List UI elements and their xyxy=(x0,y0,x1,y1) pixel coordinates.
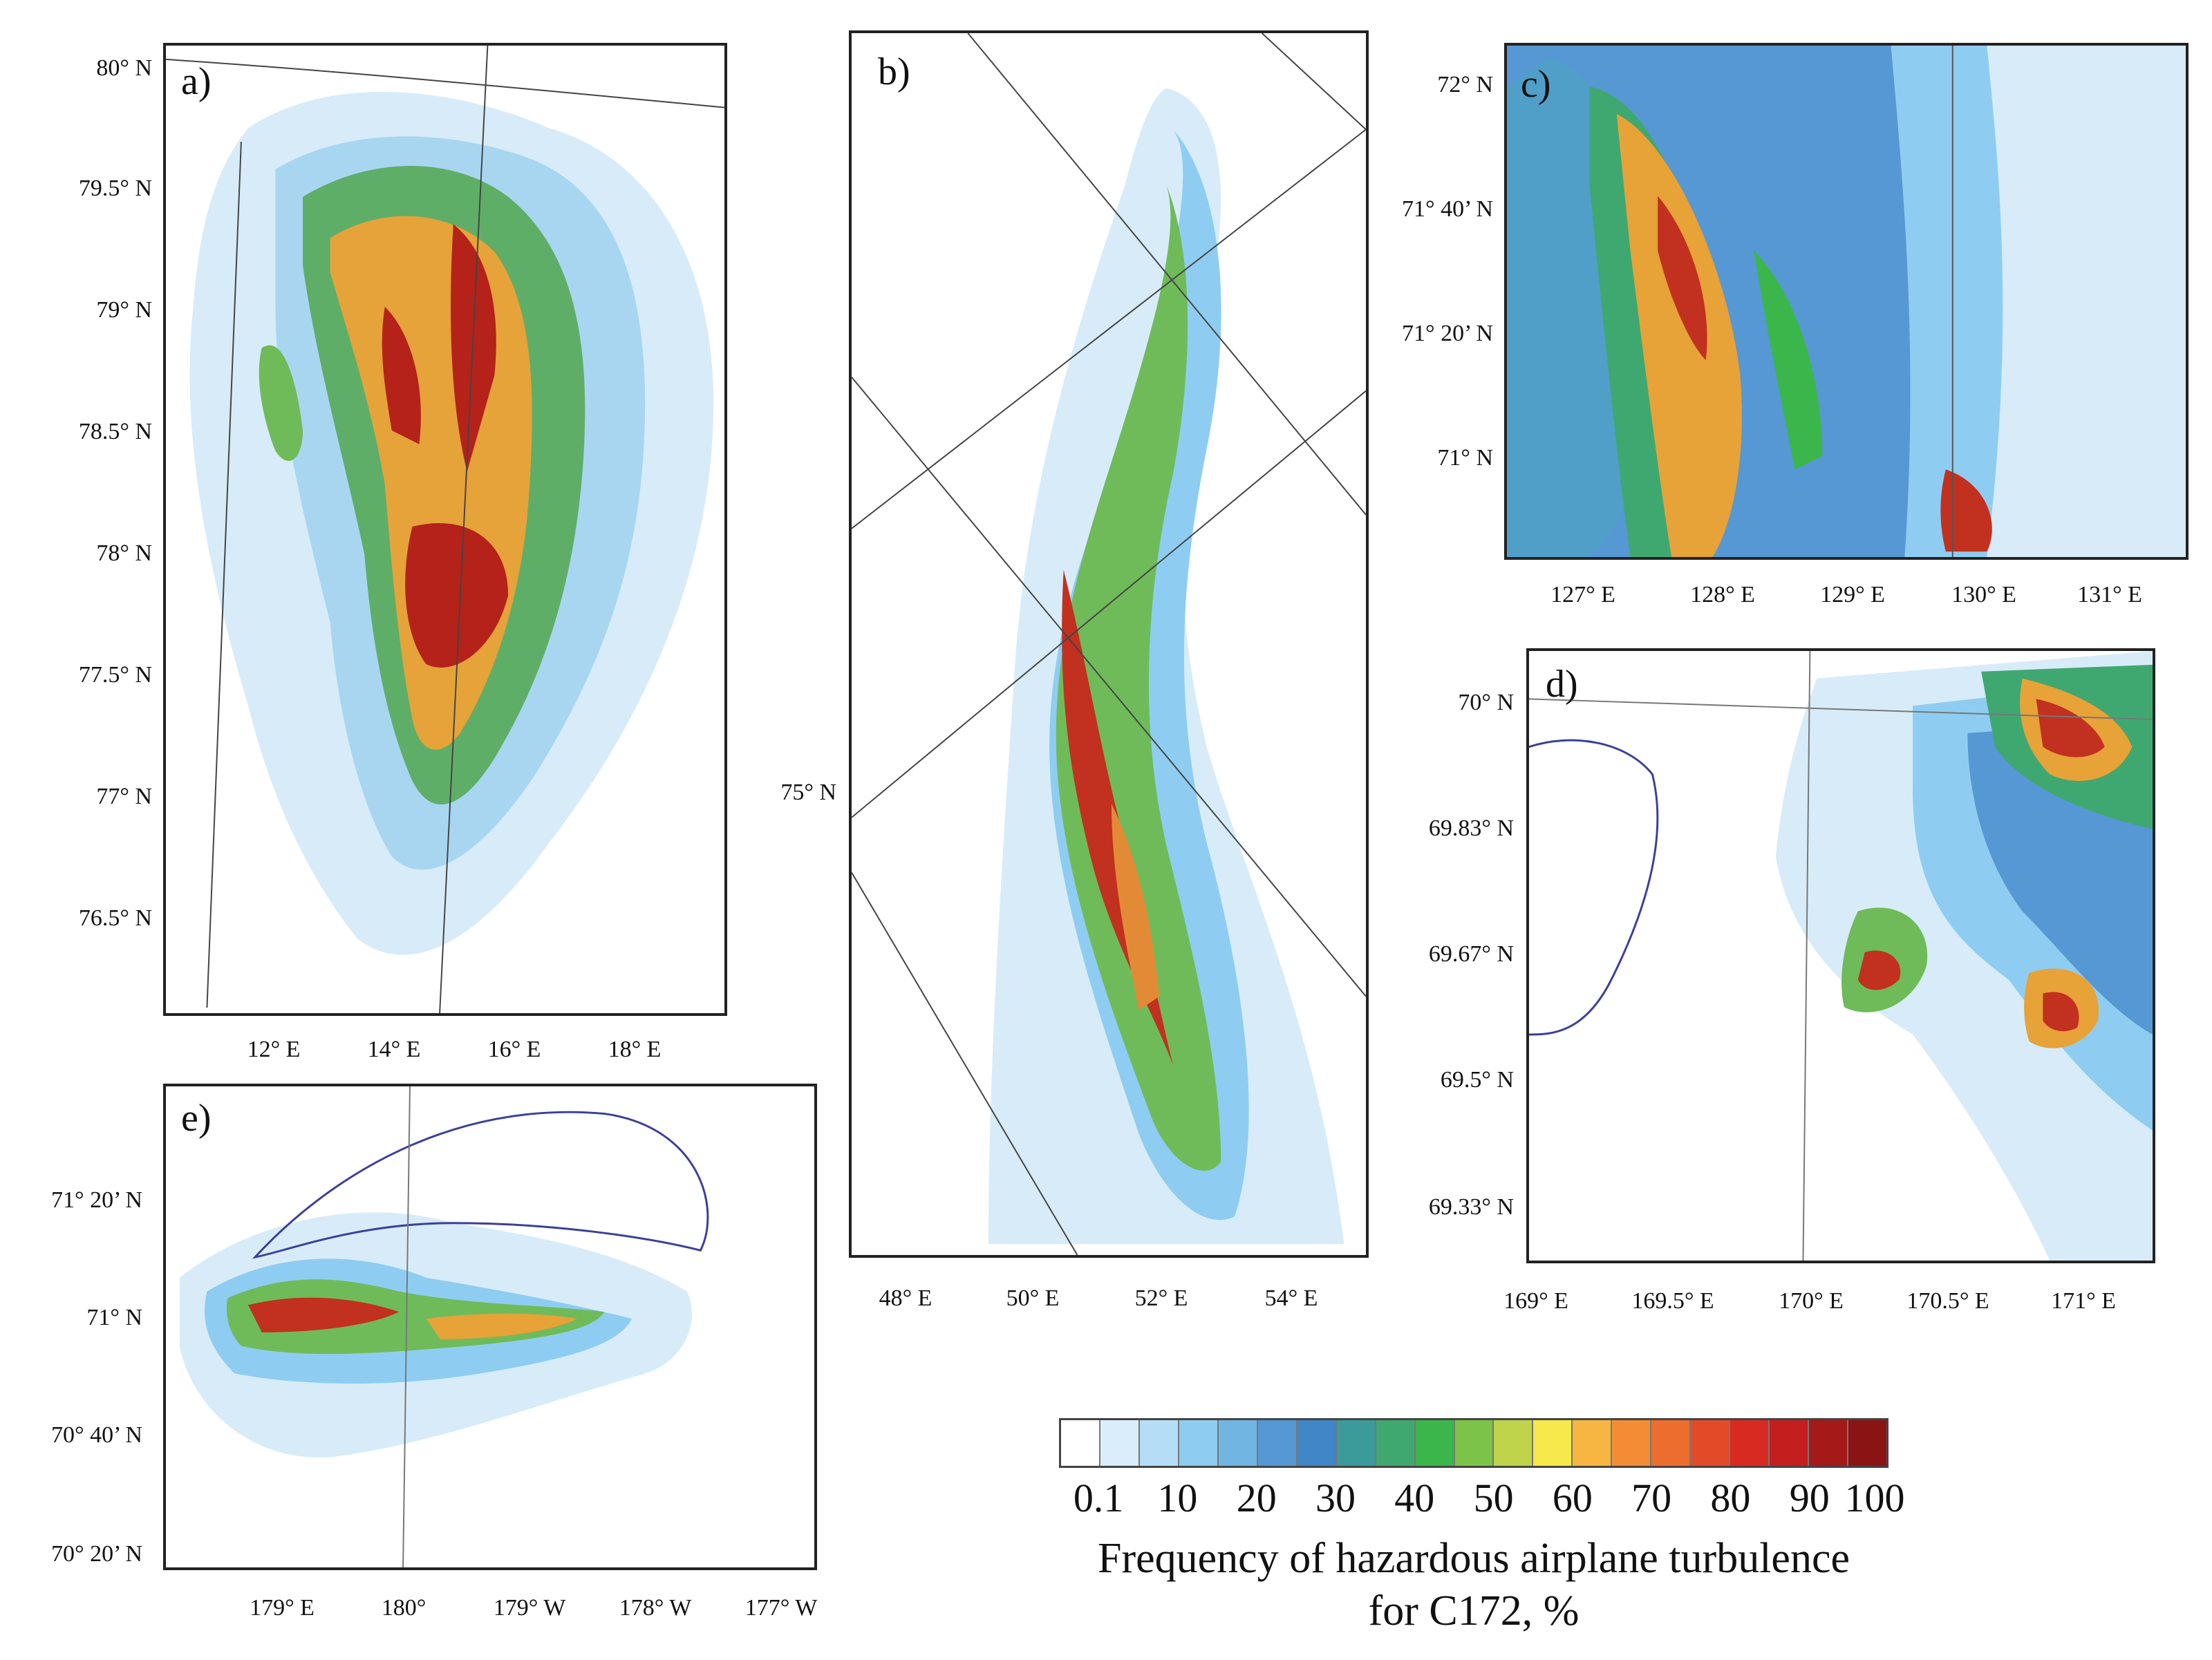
lat-label: 70° 40’ N xyxy=(51,1422,142,1448)
colorbar-swatch xyxy=(1179,1420,1219,1466)
colorbar-swatch xyxy=(1533,1420,1573,1466)
lat-label: 77° N xyxy=(96,784,152,809)
lon-label: 130° E xyxy=(1951,582,2016,607)
panel-label-c: c) xyxy=(1521,63,1551,106)
colorbar-tick-label: 10 xyxy=(1157,1475,1198,1520)
colorbar-tick-label: 20 xyxy=(1236,1475,1277,1520)
map-b-canvas xyxy=(852,33,1366,1255)
colorbar-swatch xyxy=(1494,1420,1534,1466)
lat-label: 80° N xyxy=(96,55,152,81)
lat-label: 70° N xyxy=(1458,690,1514,715)
colorbar-swatch xyxy=(1809,1420,1849,1466)
lon-label: 178° W xyxy=(619,1595,692,1621)
lon-label: 177° W xyxy=(744,1595,818,1621)
map-e-canvas xyxy=(166,1086,814,1567)
lon-label: 131° E xyxy=(2077,582,2142,607)
lon-label: 128° E xyxy=(1690,582,1755,607)
colorbar-tick-label: 90 xyxy=(1789,1475,1830,1520)
colorbar-swatch xyxy=(1730,1420,1770,1466)
colorbar-swatch xyxy=(1061,1420,1100,1466)
colorbar-swatch xyxy=(1139,1420,1179,1466)
colorbar-swatch xyxy=(1651,1420,1691,1466)
lat-label: 70° 20’ N xyxy=(51,1541,142,1567)
colorbar-swatch xyxy=(1612,1420,1652,1466)
colorbar-swatch xyxy=(1415,1420,1455,1466)
colorbar-swatch xyxy=(1336,1420,1376,1466)
lon-label: 170.5° E xyxy=(1906,1288,1989,1314)
map-panel-e: e) xyxy=(163,1084,817,1570)
lon-label: 48° E xyxy=(879,1285,932,1311)
lat-label: 79° N xyxy=(96,297,152,323)
lat-label: 75° N xyxy=(780,780,836,805)
lat-label: 71° 20’ N xyxy=(51,1187,142,1213)
lat-label: 69.67° N xyxy=(1428,941,1514,967)
lon-label: 179° W xyxy=(493,1595,566,1621)
lon-label: 18° E xyxy=(608,1037,662,1062)
lon-label: 169° E xyxy=(1503,1288,1568,1314)
colorbar-tick-label: 70 xyxy=(1631,1475,1672,1520)
lon-label: 129° E xyxy=(1820,582,1885,607)
colorbar-swatch xyxy=(1848,1420,1887,1466)
lat-label: 71° 40’ N xyxy=(1402,196,1493,222)
lat-label: 69.33° N xyxy=(1428,1194,1514,1220)
colorbar-tick-label: 30 xyxy=(1315,1475,1356,1520)
lon-label: 169.5° E xyxy=(1631,1288,1714,1314)
colorbar-caption-line1: Frequency of hazardous airplane turbulen… xyxy=(1098,1535,1850,1582)
lat-label: 76.5° N xyxy=(78,905,152,931)
map-a-canvas xyxy=(166,46,724,1013)
colorbar-tick-label: 50 xyxy=(1473,1475,1514,1520)
colorbar xyxy=(1059,1418,1888,1468)
lon-label: 54° E xyxy=(1264,1285,1318,1311)
lon-label: 16° E xyxy=(487,1037,541,1062)
lat-label: 69.83° N xyxy=(1428,815,1514,841)
colorbar-swatch xyxy=(1691,1420,1731,1466)
lon-label: 171° E xyxy=(2051,1288,2116,1314)
lon-label: 180° xyxy=(381,1595,427,1621)
colorbar-swatch xyxy=(1573,1420,1613,1466)
colorbar-swatch xyxy=(1297,1420,1337,1466)
colorbar-tick-label: 60 xyxy=(1552,1475,1593,1520)
lat-label: 79.5° N xyxy=(78,176,152,201)
lat-label: 69.5° N xyxy=(1440,1067,1514,1093)
lat-label: 71° 20’ N xyxy=(1402,321,1493,346)
colorbar-swatch xyxy=(1770,1420,1810,1466)
panel-label-b: b) xyxy=(878,50,910,93)
colorbar-swatch xyxy=(1454,1420,1494,1466)
colorbar-tick-label: 80 xyxy=(1710,1475,1751,1520)
lon-label: 12° E xyxy=(247,1037,301,1062)
map-panel-d: d) xyxy=(1526,648,2155,1263)
colorbar-swatch xyxy=(1218,1420,1258,1466)
lon-label: 179° E xyxy=(250,1595,315,1621)
lat-label: 78° N xyxy=(96,540,152,566)
lat-label: 78.5° N xyxy=(78,419,152,444)
lon-label: 170° E xyxy=(1779,1288,1844,1314)
map-panel-b: b) xyxy=(849,30,1369,1258)
lon-label: 14° E xyxy=(367,1037,421,1062)
panel-label-d: d) xyxy=(1546,663,1578,706)
colorbar-tick-label: 100 xyxy=(1844,1475,1905,1520)
lon-label: 50° E xyxy=(1006,1285,1060,1311)
map-c-canvas xyxy=(1507,46,2186,557)
colorbar-tick-label: 0.1 xyxy=(1073,1475,1124,1520)
lat-label: 72° N xyxy=(1437,72,1493,97)
colorbar-swatch xyxy=(1257,1420,1297,1466)
lat-label: 71° N xyxy=(86,1305,142,1330)
colorbar-swatch xyxy=(1100,1420,1140,1466)
lat-label: 77.5° N xyxy=(78,662,152,688)
colorbar-tick-label: 40 xyxy=(1394,1475,1435,1520)
panel-label-a: a) xyxy=(181,60,212,103)
map-panel-a: a) xyxy=(163,43,727,1016)
map-panel-c: c) xyxy=(1504,43,2188,560)
panel-label-e: e) xyxy=(181,1097,212,1140)
colorbar-swatch xyxy=(1376,1420,1416,1466)
lat-label: 71° N xyxy=(1437,445,1493,471)
lon-label: 52° E xyxy=(1134,1285,1188,1311)
lon-label: 127° E xyxy=(1550,582,1615,607)
map-d-canvas xyxy=(1529,651,2153,1261)
colorbar-caption-line2: for C172, % xyxy=(1368,1587,1580,1634)
